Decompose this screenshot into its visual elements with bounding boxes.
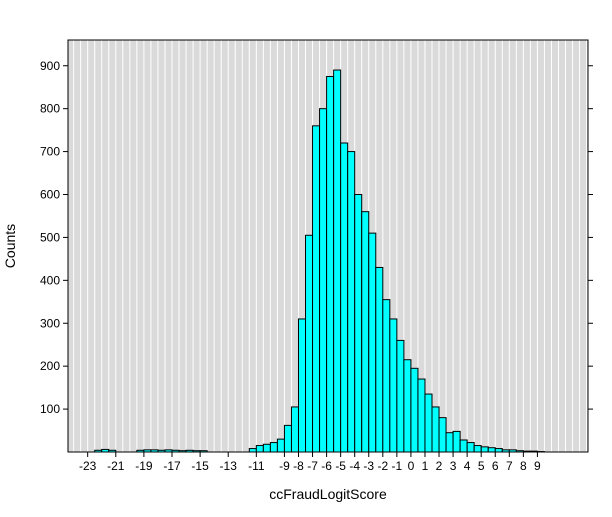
- histogram-bar: [431, 406, 440, 453]
- histogram-bar: [255, 445, 264, 453]
- y-tick-label: 100: [40, 402, 60, 416]
- x-tick-label: -13: [220, 459, 238, 473]
- histogram-bar: [382, 299, 391, 453]
- histogram-bar: [424, 393, 433, 453]
- x-tick-label: -7: [307, 459, 318, 473]
- x-tick-label: 5: [478, 459, 485, 473]
- x-tick-label: 3: [450, 459, 457, 473]
- x-tick-label: -4: [349, 459, 360, 473]
- y-tick-label: 500: [40, 230, 60, 244]
- histogram-bar: [305, 234, 314, 453]
- x-tick-label: 1: [422, 459, 429, 473]
- histogram-bar: [290, 406, 299, 453]
- histogram-bar: [354, 194, 363, 453]
- y-tick-label: 300: [40, 316, 60, 330]
- histogram-bar: [494, 448, 503, 453]
- histogram-bar: [262, 443, 271, 453]
- x-axis-title: ccFraudLogitScore: [269, 486, 387, 502]
- histogram-bar: [417, 378, 426, 453]
- histogram-bar: [410, 367, 419, 453]
- x-tick-label: 0: [408, 459, 415, 473]
- histogram-bar: [368, 232, 377, 453]
- histogram-bar: [283, 424, 292, 453]
- y-tick-label: 600: [40, 188, 60, 202]
- histogram-bar: [248, 448, 257, 453]
- x-tick-label: -23: [79, 459, 97, 473]
- histogram-bar: [389, 318, 398, 453]
- x-tick-label: -11: [248, 459, 265, 473]
- x-tick-label: -2: [377, 459, 388, 473]
- histogram-bar: [403, 359, 412, 453]
- x-tick-label: 7: [506, 459, 513, 473]
- histogram-bar: [466, 442, 475, 453]
- x-tick-label: -9: [279, 459, 290, 473]
- x-tick-label: -5: [335, 459, 346, 473]
- y-tick-label: 200: [40, 359, 60, 373]
- x-tick-label: -6: [321, 459, 332, 473]
- x-tick-label: 9: [534, 459, 541, 473]
- x-tick-label: -1: [392, 459, 403, 473]
- x-tick-label: 8: [520, 459, 527, 473]
- x-tick-label: -3: [363, 459, 374, 473]
- histogram-bar: [333, 69, 342, 453]
- histogram-bar: [326, 75, 335, 453]
- x-tick-label: -21: [107, 459, 125, 473]
- histogram-bar: [347, 151, 356, 453]
- x-tick-label: 2: [436, 459, 443, 473]
- histogram-bar: [438, 417, 447, 453]
- x-tick-label: 4: [464, 459, 471, 473]
- histogram-bar: [269, 442, 278, 453]
- y-tick-label: 400: [40, 273, 60, 287]
- y-tick-label: 700: [40, 145, 60, 159]
- histogram-bar: [396, 339, 405, 453]
- histogram-bar: [276, 438, 285, 453]
- histogram-bar: [459, 439, 468, 453]
- x-tick-label: -19: [135, 459, 153, 473]
- histogram-bar: [445, 432, 454, 453]
- plot-border: [67, 39, 589, 453]
- histogram-bar: [473, 445, 482, 453]
- x-tick-label: -17: [163, 459, 181, 473]
- y-tick-label: 900: [40, 59, 60, 73]
- histogram-bar: [375, 266, 384, 453]
- histogram-bar: [312, 125, 321, 453]
- x-tick-label: -8: [293, 459, 304, 473]
- y-axis-title: Counts: [2, 223, 18, 269]
- histogram-bar: [480, 446, 489, 453]
- histogram-bar: [361, 211, 370, 453]
- x-tick-label: 6: [492, 459, 499, 473]
- histogram-bar: [297, 318, 307, 453]
- histogram-bar: [487, 447, 496, 453]
- histogram-bar: [452, 430, 461, 453]
- histogram-bar: [340, 142, 349, 453]
- x-tick-label: -15: [191, 459, 209, 473]
- histogram-bar: [319, 108, 328, 453]
- y-tick-label: 800: [40, 102, 60, 116]
